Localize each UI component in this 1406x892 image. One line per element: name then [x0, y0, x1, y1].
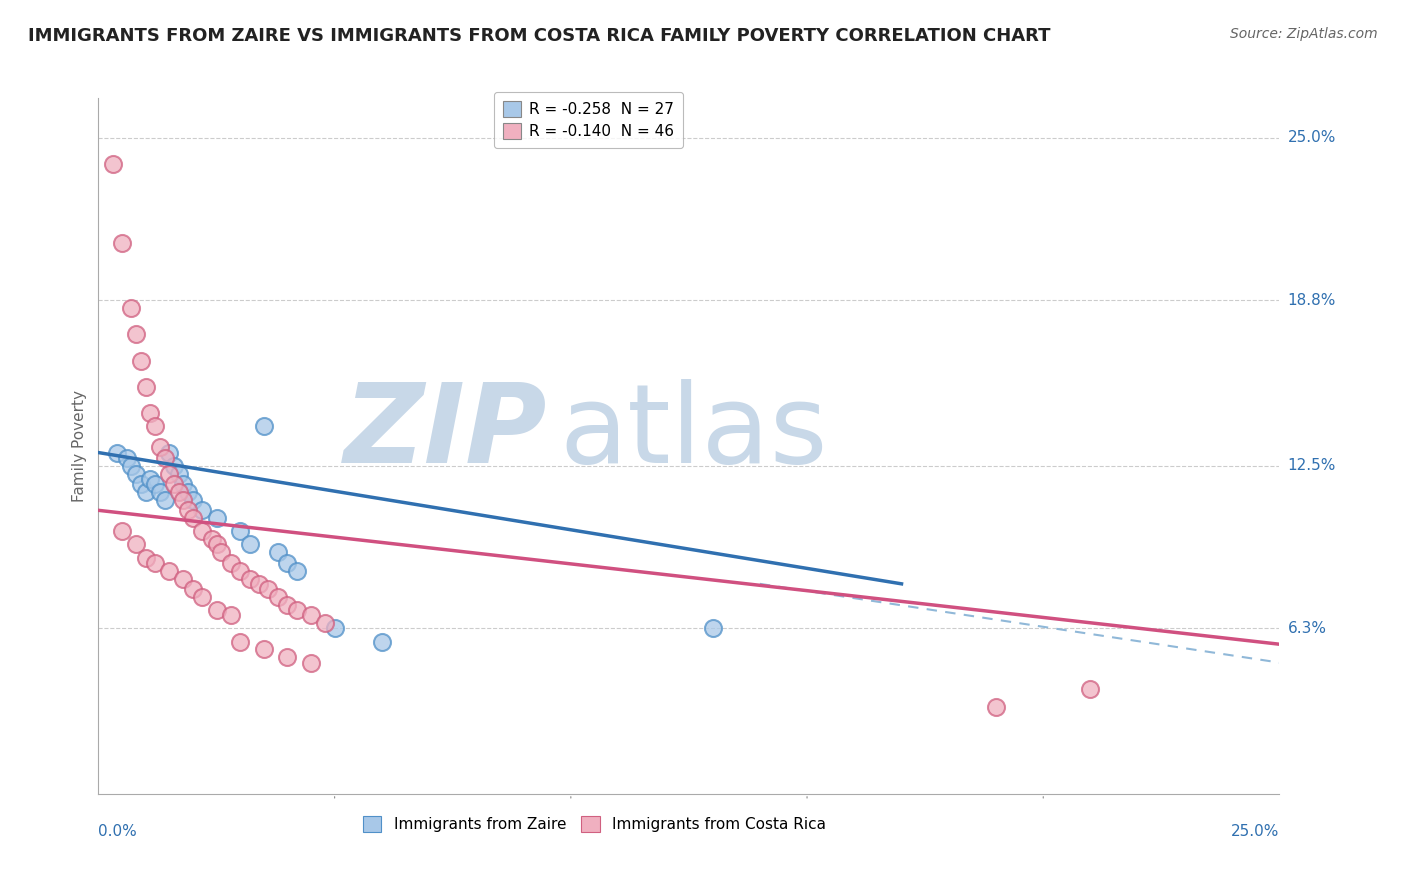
Point [267, 590, 290, 604]
Point [229, 634, 252, 648]
Point [125, 467, 148, 481]
Point [167, 485, 190, 500]
Point [129, 353, 152, 368]
Point [239, 572, 262, 586]
Point [177, 485, 200, 500]
Point [167, 467, 190, 481]
Point [371, 634, 394, 648]
Point [276, 650, 298, 665]
Point [143, 556, 166, 570]
Point [163, 458, 186, 473]
Point [101, 157, 124, 171]
Point [984, 700, 1007, 714]
Point [121, 458, 143, 473]
Point [191, 590, 214, 604]
Point [205, 603, 228, 617]
Point [1080, 681, 1102, 696]
Point [139, 472, 162, 486]
Point [285, 603, 308, 617]
Point [323, 622, 346, 636]
Point [239, 537, 262, 551]
Text: 25.0%: 25.0% [1288, 130, 1336, 145]
Point [177, 503, 200, 517]
Point [181, 492, 204, 507]
Point [209, 545, 232, 559]
Text: 6.3%: 6.3% [1288, 621, 1327, 636]
Point [219, 556, 242, 570]
Point [299, 608, 322, 623]
Point [139, 406, 162, 420]
Point [172, 492, 194, 507]
Point [253, 642, 276, 657]
Point [121, 301, 143, 315]
Text: ZIP: ZIP [343, 378, 547, 485]
Point [125, 537, 148, 551]
Legend: Immigrants from Zaire, Immigrants from Costa Rica: Immigrants from Zaire, Immigrants from C… [357, 810, 832, 838]
Point [191, 524, 214, 539]
Point [257, 582, 280, 596]
Point [135, 485, 157, 500]
Point [129, 477, 152, 491]
Text: IMMIGRANTS FROM ZAIRE VS IMMIGRANTS FROM COSTA RICA FAMILY POVERTY CORRELATION C: IMMIGRANTS FROM ZAIRE VS IMMIGRANTS FROM… [28, 27, 1050, 45]
Point [219, 608, 242, 623]
Text: atlas: atlas [560, 378, 828, 485]
Point [276, 556, 298, 570]
Point [702, 622, 724, 636]
Point [314, 616, 336, 631]
Point [229, 564, 252, 578]
Y-axis label: Family Poverty: Family Poverty [72, 390, 87, 502]
Point [285, 564, 308, 578]
Point [172, 572, 194, 586]
Point [299, 656, 322, 670]
Point [181, 582, 204, 596]
Text: 18.8%: 18.8% [1288, 293, 1336, 308]
Point [181, 511, 204, 525]
Point [205, 537, 228, 551]
Point [229, 524, 252, 539]
Point [111, 235, 134, 250]
Point [105, 445, 128, 459]
Point [276, 598, 298, 612]
Point [253, 419, 276, 434]
Point [191, 503, 214, 517]
Point [115, 450, 138, 465]
Point [153, 492, 176, 507]
Point [157, 564, 180, 578]
Point [157, 445, 180, 459]
Point [135, 550, 157, 565]
Point [125, 327, 148, 342]
Point [111, 524, 134, 539]
Text: 25.0%: 25.0% [1232, 824, 1279, 839]
Point [149, 440, 172, 454]
Text: Source: ZipAtlas.com: Source: ZipAtlas.com [1230, 27, 1378, 41]
Point [163, 477, 186, 491]
Point [172, 477, 194, 491]
Point [247, 577, 270, 591]
Point [149, 485, 172, 500]
Point [135, 380, 157, 394]
Point [157, 467, 180, 481]
Point [143, 477, 166, 491]
Point [267, 545, 290, 559]
Text: 0.0%: 0.0% [98, 824, 138, 839]
Point [153, 450, 176, 465]
Text: 12.5%: 12.5% [1288, 458, 1336, 473]
Point [143, 419, 166, 434]
Point [201, 532, 224, 546]
Point [205, 511, 228, 525]
